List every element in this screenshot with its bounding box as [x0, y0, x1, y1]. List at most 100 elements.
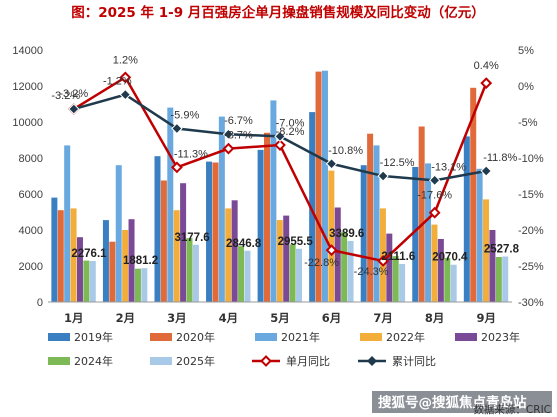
bar [122, 230, 129, 302]
bar [399, 263, 406, 302]
point-label: -11.3% [174, 148, 208, 160]
bar [444, 257, 451, 302]
point-label: -3.2% [59, 88, 88, 100]
data-label: 3177.6 [174, 232, 209, 244]
bar [425, 163, 432, 302]
bar [437, 239, 444, 302]
bar [57, 210, 64, 302]
bar [379, 208, 386, 302]
y2-tick-label: -20% [518, 225, 544, 237]
bar [321, 70, 328, 302]
bar [392, 256, 399, 302]
legend-swatch [150, 357, 172, 365]
point-marker [274, 139, 286, 151]
legend-label: 2020年 [176, 330, 215, 344]
point-marker [325, 158, 338, 170]
legend: 2019年 2020年 2021年 2022年 2023年 2024年 2025年 单月同比 累… [48, 330, 520, 368]
bar [483, 199, 490, 302]
bar [218, 116, 225, 302]
y2-tick-label: -10% [518, 153, 544, 165]
bar [367, 133, 374, 302]
bar [283, 215, 290, 302]
bar [186, 238, 193, 302]
point-label: -10.8% [328, 145, 363, 157]
bar [64, 145, 71, 302]
legend-label: 2025年 [176, 354, 215, 368]
data-label: 2846.8 [226, 238, 262, 250]
legend-label: 2019年 [74, 330, 113, 344]
point-marker [119, 71, 132, 84]
x-tick-label: 9月 [476, 311, 496, 325]
legend-swatch [48, 357, 70, 365]
watermark-bg [372, 391, 552, 413]
y-tick-label: 4000 [19, 225, 43, 237]
point-label: -7.0% [276, 117, 305, 129]
bar [244, 250, 251, 302]
bar [257, 149, 264, 302]
watermark: 搜狐号@搜狐焦点青岛站 [378, 394, 527, 411]
bar [76, 237, 83, 302]
bar [315, 71, 322, 302]
y-tick-label: 12000 [12, 81, 43, 93]
y-axis-right: -30% -25% -20% -15% -10% -5% 0% 5% [518, 45, 544, 309]
legend-label: 单月同比 [286, 355, 330, 368]
bar [141, 268, 148, 302]
legend-swatch [255, 333, 277, 341]
point-label: -8.2% [276, 126, 305, 138]
bar [470, 87, 477, 302]
data-label: 3389.6 [329, 228, 364, 240]
y-tick-label: 0 [37, 297, 43, 309]
bar [495, 257, 502, 302]
point-label: -1.2% [103, 76, 132, 88]
point-marker [222, 142, 235, 155]
bar [192, 244, 199, 302]
point-label: -17.6% [417, 190, 452, 202]
bar [51, 197, 58, 302]
point-label: -22.8% [304, 257, 339, 269]
point-marker [377, 170, 389, 182]
bar [238, 246, 245, 302]
data-label: 1881.2 [123, 255, 158, 267]
bar [109, 241, 116, 302]
x-tick-label: 8月 [425, 311, 445, 325]
point-marker [428, 206, 441, 219]
bar [212, 162, 219, 302]
bar [450, 264, 457, 302]
point-label: -3.2% [51, 90, 80, 102]
point-label: -5.9% [171, 109, 200, 121]
bar [160, 180, 167, 302]
lines-layer [67, 71, 493, 267]
y-axis-left: 0 2000 4000 6000 8000 10000 12000 14000 [12, 45, 43, 309]
bar [463, 136, 470, 302]
point-label: -24.3% [354, 266, 389, 278]
point-label: 1.2% [113, 54, 138, 66]
point-marker [428, 174, 441, 187]
legend-label: 2021年 [281, 330, 320, 344]
y2-tick-label: -25% [518, 261, 544, 273]
y-tick-label: 14000 [12, 45, 43, 57]
data-label: 2955.5 [278, 236, 314, 248]
x-tick-label: 7月 [373, 311, 393, 325]
bar [476, 168, 483, 302]
source-note: 数据来源：CRIC [473, 403, 551, 416]
bar [328, 170, 335, 302]
point-label: 0.4% [474, 60, 499, 72]
x-axis-labels: 1月 2月 3月 4月 5月 6月 7月 8月 9月 [64, 311, 496, 325]
bar [180, 183, 187, 302]
y2-tick-label: 5% [518, 45, 534, 57]
y2-tick-label: -5% [518, 117, 538, 129]
bar [89, 261, 96, 302]
x-tick-label: 6月 [322, 311, 342, 325]
bar [296, 248, 302, 302]
y2-tick-label: -30% [518, 297, 544, 309]
bar [231, 200, 238, 302]
legend-marker [367, 356, 377, 366]
point-label: -13.1% [431, 161, 466, 173]
bar [341, 231, 348, 302]
y-tick-label: 10000 [12, 117, 43, 129]
bar [412, 167, 419, 302]
data-label: 2111.6 [381, 251, 415, 263]
legend-label: 2024年 [74, 354, 113, 368]
y-tick-label: 2000 [19, 261, 43, 273]
